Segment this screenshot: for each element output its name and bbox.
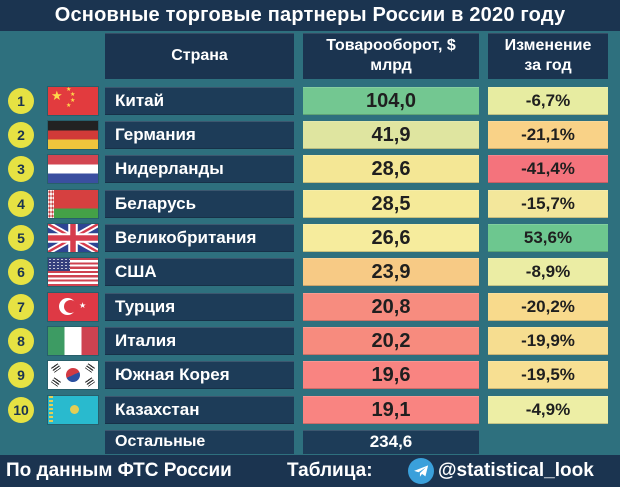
table-row: 5 Великобритания 26,6 53,6%: [0, 224, 620, 252]
table-row: 4 Беларусь 28,5 -15,7%: [0, 190, 620, 218]
turnover-cell: 104,0: [303, 87, 479, 115]
turnover-cell: 20,8: [303, 293, 479, 321]
data-source-label: По данным ФТС России: [6, 460, 232, 481]
rank-badge: 2: [8, 122, 34, 148]
country-cell: Великобритания: [105, 224, 294, 252]
table-row: 7 ★ Турция 20,8 -20,2%: [0, 293, 620, 321]
country-cell: Южная Корея: [105, 361, 294, 389]
flag-china-icon: ★ ★ ★ ★ ★: [48, 87, 98, 115]
table-credit-label: Таблица:: [287, 460, 373, 481]
flag-usa-icon: [48, 258, 98, 286]
flag-germany-icon: [48, 121, 98, 149]
rank-badge: 9: [8, 362, 34, 388]
flag-belarus-icon: [48, 190, 98, 218]
flag-south-korea-icon: [48, 361, 98, 389]
rank-badge: 1: [8, 88, 34, 114]
country-cell: Италия: [105, 327, 294, 355]
change-cell: 53,6%: [488, 224, 608, 252]
rank-badge: 6: [8, 259, 34, 285]
country-cell: Германия: [105, 121, 294, 149]
table-row-others: Остальные 234,6: [0, 430, 620, 458]
change-cell: -21,1%: [488, 121, 608, 149]
turnover-cell: 20,2: [303, 327, 479, 355]
country-cell: Беларусь: [105, 190, 294, 218]
country-cell: Турция: [105, 293, 294, 321]
turnover-cell: 19,6: [303, 361, 479, 389]
table-row: 10 Казахстан 19,1 -4,9%: [0, 396, 620, 424]
turnover-cell: 28,6: [303, 155, 479, 183]
column-header-country: Страна: [105, 33, 294, 79]
flag-uk-icon: [48, 224, 98, 252]
flag-turkey-icon: ★: [48, 293, 98, 321]
country-cell: Казахстан: [105, 396, 294, 424]
table-row: 3 Нидерланды 28,6 -41,4%: [0, 155, 620, 183]
rank-badge: 5: [8, 225, 34, 251]
star-icon: ★: [51, 88, 63, 103]
country-cell: Остальные: [105, 430, 294, 454]
turnover-cell: 19,1: [303, 396, 479, 424]
turnover-cell: 28,5: [303, 190, 479, 218]
change-cell: -15,7%: [488, 190, 608, 218]
turnover-cell: 26,6: [303, 224, 479, 252]
change-cell: -19,5%: [488, 361, 608, 389]
rank-badge: 3: [8, 156, 34, 182]
change-cell: -41,4%: [488, 155, 608, 183]
change-cell: -20,2%: [488, 293, 608, 321]
rank-badge: 8: [8, 328, 34, 354]
table-row: 1 ★ ★ ★ ★ ★ Китай 104,0 -6,7%: [0, 87, 620, 115]
rank-badge: 4: [8, 191, 34, 217]
telegram-handle[interactable]: @statistical_look: [438, 460, 594, 481]
page-title: Основные торговые партнеры России в 2020…: [0, 0, 620, 31]
table-row: 6 США 23,9 -8,9%: [0, 258, 620, 286]
change-cell: -6,7%: [488, 87, 608, 115]
country-cell: Нидерланды: [105, 155, 294, 183]
column-header-turnover: Товарооборот, $ млрд: [303, 33, 479, 79]
flag-italy-icon: [48, 327, 98, 355]
flag-kazakhstan-icon: [48, 396, 98, 424]
table-row: 8 Италия 20,2 -19,9%: [0, 327, 620, 355]
rank-badge: 10: [8, 397, 34, 423]
rank-badge: 7: [8, 294, 34, 320]
column-header-change: Изменение за год: [488, 33, 608, 79]
change-cell: -4,9%: [488, 396, 608, 424]
table-row: 2 Германия 41,9 -21,1%: [0, 121, 620, 149]
flag-netherlands-icon: [48, 155, 98, 183]
change-cell: -19,9%: [488, 327, 608, 355]
turnover-cell: 41,9: [303, 121, 479, 149]
turnover-cell: 234,6: [303, 430, 479, 454]
turnover-cell: 23,9: [303, 258, 479, 286]
country-cell: Китай: [105, 87, 294, 115]
country-cell: США: [105, 258, 294, 286]
table-row: 9 Южная Корея 19,6 -19,5%: [0, 361, 620, 389]
telegram-icon[interactable]: [408, 458, 434, 484]
footer-bar: По данным ФТС России Таблица: @statistic…: [0, 455, 620, 487]
change-cell: -8,9%: [488, 258, 608, 286]
